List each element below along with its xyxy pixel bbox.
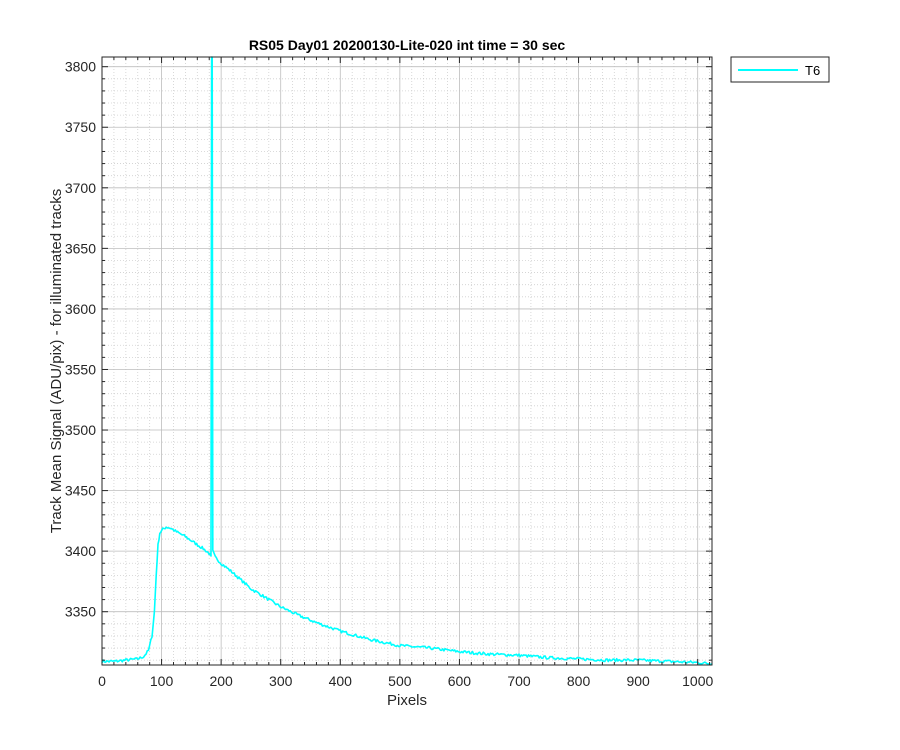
x-tick-label: 500 <box>388 673 412 689</box>
plot-area <box>102 57 712 665</box>
y-tick-labels: 3350 3400 3450 3500 3550 3600 3650 3700 3750 3800 <box>65 59 96 620</box>
series-layer <box>101 56 713 666</box>
x-axis-label: Pixels <box>387 692 427 709</box>
y-tick-label: 3400 <box>65 543 96 559</box>
x-tick-label: 300 <box>269 673 293 689</box>
x-tick-label: 800 <box>567 673 591 689</box>
x-tick-label: 200 <box>209 673 233 689</box>
x-tick-label: 900 <box>626 673 650 689</box>
y-tick-label: 3600 <box>65 301 96 317</box>
chart-title: RS05 Day01 20200130-Lite-020 int time = … <box>249 37 566 53</box>
series-line-t6 <box>101 56 713 666</box>
x-tick-label: 400 <box>329 673 353 689</box>
x-tick-label: 600 <box>448 673 472 689</box>
x-tick-label: 1000 <box>682 673 713 689</box>
y-tick-label: 3500 <box>65 422 96 438</box>
y-tick-label: 3350 <box>65 604 96 620</box>
x-tick-label: 700 <box>507 673 531 689</box>
y-tick-label: 3700 <box>65 180 96 196</box>
legend: T6 <box>730 56 830 83</box>
x-tick-labels: 0 100 200 300 400 500 600 700 800 900 1000 <box>98 673 713 689</box>
y-tick-label: 3750 <box>65 119 96 135</box>
y-tick-label: 3450 <box>65 483 96 499</box>
y-tick-label: 3650 <box>65 240 96 256</box>
legend-label-t6: T6 <box>805 63 820 78</box>
x-tick-label: 100 <box>150 673 174 689</box>
minor-grid <box>102 57 712 665</box>
y-tick-label: 3800 <box>65 59 96 75</box>
y-tick-label: 3550 <box>65 361 96 377</box>
x-tick-label: 0 <box>98 673 106 689</box>
plot-frame <box>101 56 713 666</box>
y-axis-label: Track Mean Signal (ADU/pix) - for illumi… <box>48 189 65 534</box>
